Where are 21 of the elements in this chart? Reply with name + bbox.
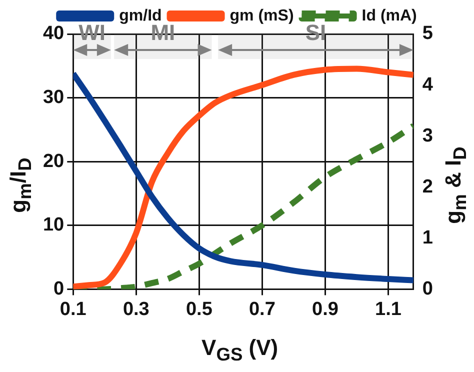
y-tick-label: 40 [42, 23, 64, 44]
y2-tick-label: 4 [422, 74, 434, 96]
y2-tick-label: 2 [422, 176, 434, 198]
legend-label: Id (mA) [362, 7, 417, 24]
y2-tick-label: 5 [422, 23, 434, 44]
x-axis-title: V$_{GS}$ (V) [202, 335, 278, 366]
y-tick-label: 20 [42, 150, 64, 172]
x-tick-label: 0.1 [60, 298, 87, 320]
x-tick-label: 1.1 [375, 298, 402, 320]
legend-label: gm/Id [119, 7, 162, 24]
x-tick-label: 0.9 [312, 298, 338, 320]
y2-tick-label: 0 [422, 278, 434, 300]
y-tick-label: 0 [54, 278, 64, 300]
y-tick-label: 30 [42, 87, 64, 108]
y2-tick-label: 1 [422, 227, 434, 248]
x-tick-label: 0.7 [248, 298, 276, 320]
x-tick-label: 0.5 [186, 298, 213, 320]
y2-tick-label: 3 [422, 125, 434, 146]
legend-label: gm (mS) [230, 7, 294, 24]
y-tick-label: 10 [42, 214, 64, 236]
x-tick-label: 0.3 [122, 298, 150, 320]
